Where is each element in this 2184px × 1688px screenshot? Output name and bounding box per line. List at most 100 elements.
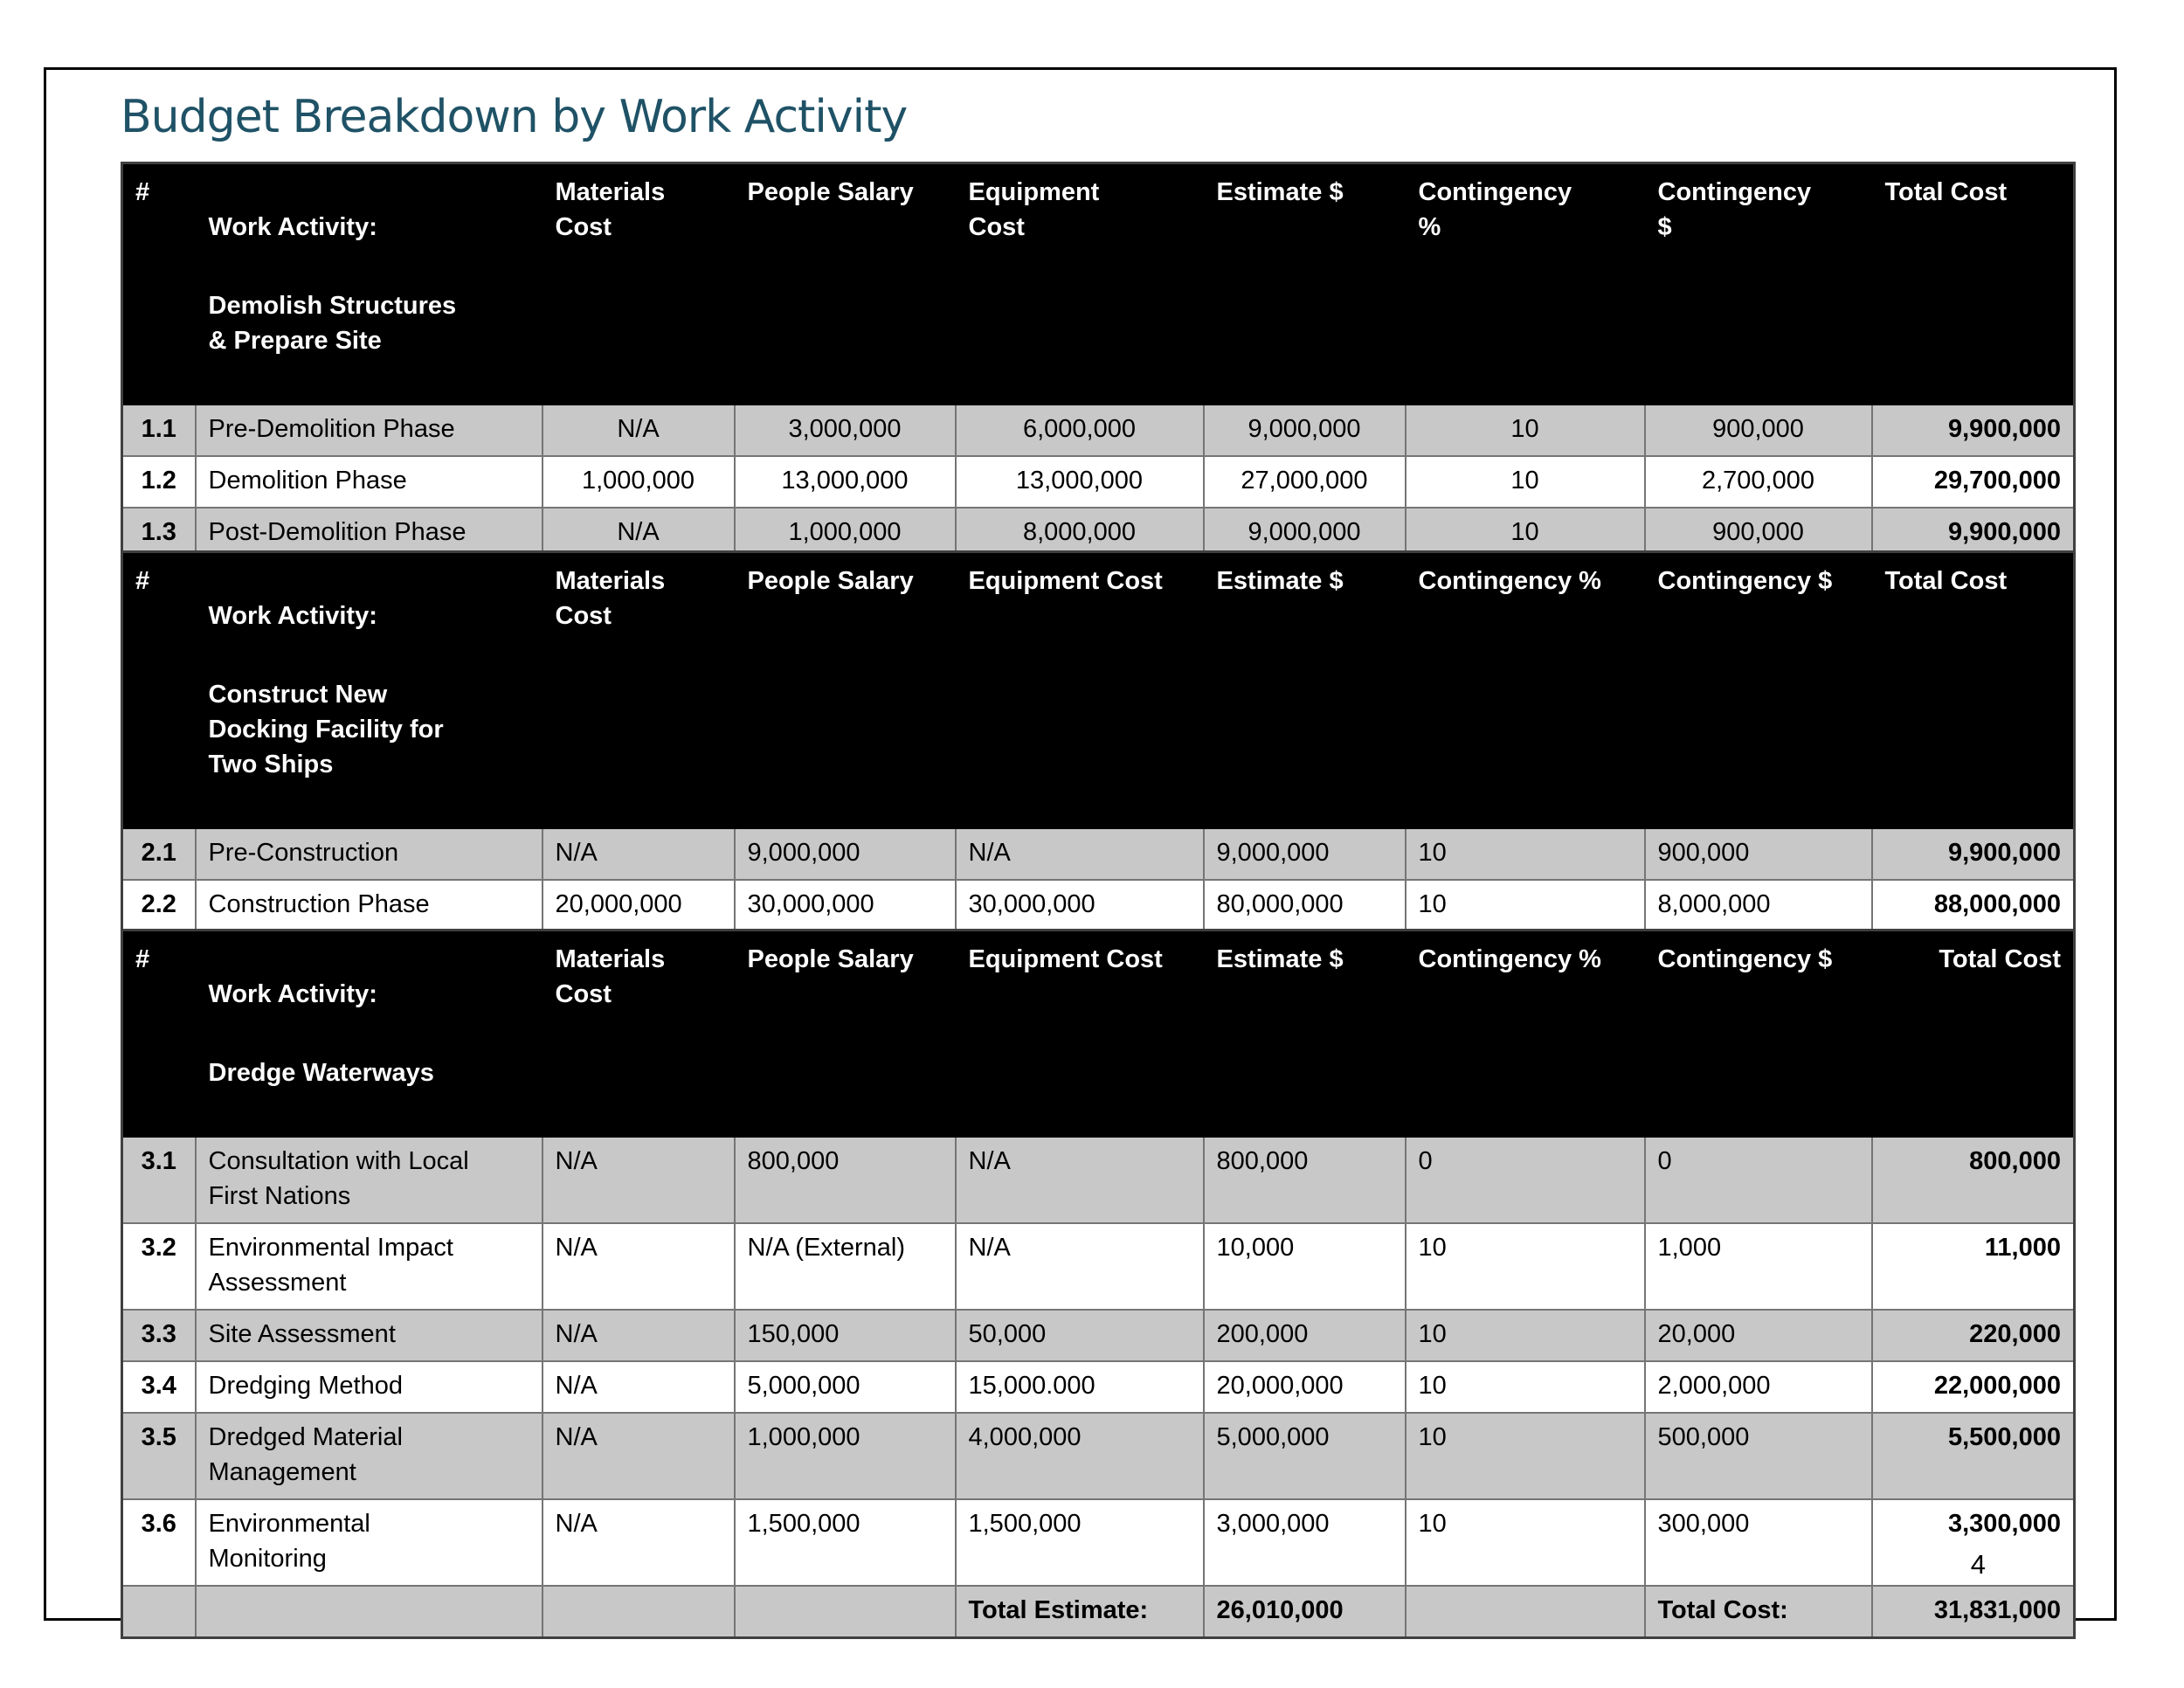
header-estimate: Estimate $ bbox=[1202, 550, 1406, 829]
row-number: 2.2 bbox=[121, 879, 197, 932]
people-salary-cell: 150,000 bbox=[733, 1309, 957, 1362]
total-cost-label: Total Cost: bbox=[1643, 1585, 1873, 1639]
work-activity-cell: Dredging Method bbox=[194, 1360, 543, 1414]
row-number: 1.2 bbox=[121, 455, 197, 508]
work-activity-cell: Construction Phase bbox=[194, 879, 543, 932]
total-row: Total Estimate: 26,010,000 Total Cost: 3… bbox=[121, 1585, 2076, 1639]
contingency-pct-cell: 10 bbox=[1404, 1412, 1646, 1500]
header-total-cost: Total Cost bbox=[1870, 162, 2076, 405]
table-row: 2.2 Construction Phase 20,000,000 30,000… bbox=[121, 879, 2076, 932]
table-row: 3.5 Dredged Material Management N/A 1,00… bbox=[121, 1412, 2076, 1500]
materials-cost-cell: N/A bbox=[541, 1309, 736, 1362]
contingency-usd-cell: 0 bbox=[1643, 1136, 1873, 1224]
header-equipment-cost: Equipment Cost bbox=[954, 162, 1205, 405]
estimate-cell: 5,000,000 bbox=[1202, 1412, 1406, 1500]
work-activity-cell: Pre-Construction bbox=[194, 827, 543, 881]
materials-cost-cell: N/A bbox=[541, 404, 736, 457]
estimate-cell: 9,000,000 bbox=[1202, 827, 1406, 881]
header-people-salary: People Salary bbox=[733, 162, 957, 405]
total-cost-cell: 9,900,000 bbox=[1870, 827, 2076, 881]
table-row: 1.2 Demolition Phase 1,000,000 13,000,00… bbox=[121, 455, 2076, 508]
estimate-cell: 9,000,000 bbox=[1202, 404, 1406, 457]
estimate-cell: 3,000,000 bbox=[1202, 1498, 1406, 1587]
header-people-salary: People Salary bbox=[733, 929, 957, 1138]
contingency-usd-cell: 2,700,000 bbox=[1643, 455, 1873, 508]
equipment-cost-cell: N/A bbox=[954, 1136, 1205, 1224]
materials-cost-cell: N/A bbox=[541, 1360, 736, 1414]
contingency-usd-cell: 20,000 bbox=[1643, 1309, 1873, 1362]
contingency-pct-cell: 10 bbox=[1404, 827, 1646, 881]
header-materials-cost: Materials Cost bbox=[541, 162, 736, 405]
contingency-pct-cell: 10 bbox=[1404, 1498, 1646, 1587]
estimate-cell: 20,000,000 bbox=[1202, 1360, 1406, 1414]
header-contingency-usd: Contingency $ bbox=[1643, 162, 1873, 405]
contingency-usd-cell: 500,000 bbox=[1643, 1412, 1873, 1500]
header-work-activity: Work Activity: Dredge Waterways bbox=[194, 929, 543, 1138]
contingency-pct-cell: 10 bbox=[1404, 1360, 1646, 1414]
row-number: 3.5 bbox=[121, 1412, 197, 1500]
table-row: 3.2 Environmental Impact Assessment N/A … bbox=[121, 1222, 2076, 1311]
total-cost-cell: 5,500,000 bbox=[1870, 1412, 2076, 1500]
header-work-activity: Work Activity: Construct New Docking Fac… bbox=[194, 550, 543, 829]
contingency-usd-cell: 1,000 bbox=[1643, 1222, 1873, 1311]
materials-cost-cell: N/A bbox=[541, 827, 736, 881]
empty-cell bbox=[121, 1585, 197, 1639]
work-activity-cell: Dredged Material Management bbox=[194, 1412, 543, 1500]
work-activity-cell: Environmental Monitoring bbox=[194, 1498, 543, 1587]
header-estimate: Estimate $ bbox=[1202, 929, 1406, 1138]
equipment-cost-cell: 13,000,000 bbox=[954, 455, 1205, 508]
header-num: # bbox=[121, 162, 197, 405]
total-cost-cell: 3,300,000 bbox=[1870, 1498, 2076, 1587]
people-salary-cell: 30,000,000 bbox=[733, 879, 957, 932]
contingency-usd-cell: 8,000,000 bbox=[1643, 879, 1873, 932]
table-row: 3.1 Consultation with Local First Nation… bbox=[121, 1136, 2076, 1224]
equipment-cost-cell: 15,000.000 bbox=[954, 1360, 1205, 1414]
row-number: 3.3 bbox=[121, 1309, 197, 1362]
contingency-pct-cell: 10 bbox=[1404, 404, 1646, 457]
contingency-usd-cell: 2,000,000 bbox=[1643, 1360, 1873, 1414]
equipment-cost-cell: 6,000,000 bbox=[954, 404, 1205, 457]
work-activity-label: Work Activity: bbox=[208, 602, 377, 630]
row-number: 2.1 bbox=[121, 827, 197, 881]
contingency-pct-cell: 0 bbox=[1404, 1136, 1646, 1224]
page-title: Budget Breakdown by Work Activity bbox=[121, 91, 908, 143]
empty-cell bbox=[1404, 1585, 1646, 1639]
header-materials-cost: Materials Cost bbox=[541, 550, 736, 829]
table-row: 2.1 Pre-Construction N/A 9,000,000 N/A 9… bbox=[121, 827, 2076, 881]
header-total-cost: Total Cost bbox=[1870, 550, 2076, 829]
header-equipment-cost: Equipment Cost bbox=[954, 929, 1205, 1138]
materials-cost-cell: N/A bbox=[541, 1498, 736, 1587]
header-contingency-usd: Contingency $ bbox=[1643, 550, 1873, 829]
header-contingency-usd: Contingency $ bbox=[1643, 929, 1873, 1138]
people-salary-cell: 13,000,000 bbox=[733, 455, 957, 508]
total-cost-cell: 29,700,000 bbox=[1870, 455, 2076, 508]
work-activity-cell: Pre-Demolition Phase bbox=[194, 404, 543, 457]
work-activity-name: Construct New Docking Facility for Two S… bbox=[208, 681, 444, 778]
people-salary-cell: N/A (External) bbox=[733, 1222, 957, 1311]
table-row: 1.1 Pre-Demolition Phase N/A 3,000,000 6… bbox=[121, 404, 2076, 457]
equipment-cost-cell: 1,500,000 bbox=[954, 1498, 1205, 1587]
document-page: Budget Breakdown by Work Activity # Work… bbox=[44, 67, 2117, 1639]
contingency-usd-cell: 300,000 bbox=[1643, 1498, 1873, 1587]
people-salary-cell: 9,000,000 bbox=[733, 827, 957, 881]
empty-cell bbox=[733, 1585, 957, 1639]
total-cost-cell: 88,000,000 bbox=[1870, 879, 2076, 932]
header-row: # Work Activity: Demolish Structures & P… bbox=[121, 162, 2076, 405]
work-activity-label: Work Activity: bbox=[208, 980, 377, 1008]
estimate-cell: 80,000,000 bbox=[1202, 879, 1406, 932]
materials-cost-cell: N/A bbox=[541, 1412, 736, 1500]
materials-cost-cell: 20,000,000 bbox=[541, 879, 736, 932]
table-row: 3.3 Site Assessment N/A 150,000 50,000 2… bbox=[121, 1309, 2076, 1362]
work-activity-label: Work Activity: bbox=[208, 213, 377, 241]
budget-table-docking-facility: # Work Activity: Construct New Docking F… bbox=[121, 550, 2076, 985]
empty-cell bbox=[541, 1585, 736, 1639]
people-salary-cell: 1,500,000 bbox=[733, 1498, 957, 1587]
work-activity-name: Demolish Structures & Prepare Site bbox=[208, 292, 457, 355]
budget-table-demolish: # Work Activity: Demolish Structures & P… bbox=[121, 162, 2076, 612]
total-cost-cell: 9,900,000 bbox=[1870, 404, 2076, 457]
header-materials-cost: Materials Cost bbox=[541, 929, 736, 1138]
contingency-usd-cell: 900,000 bbox=[1643, 827, 1873, 881]
equipment-cost-cell: 4,000,000 bbox=[954, 1412, 1205, 1500]
header-num: # bbox=[121, 550, 197, 829]
people-salary-cell: 3,000,000 bbox=[733, 404, 957, 457]
